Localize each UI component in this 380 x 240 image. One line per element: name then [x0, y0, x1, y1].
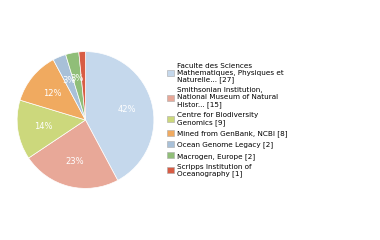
- Wedge shape: [17, 100, 85, 158]
- Legend: Faculte des Sciences
Mathematiques, Physiques et
Naturelle... [27], Smithsonian : Faculte des Sciences Mathematiques, Phys…: [167, 63, 287, 177]
- Text: 12%: 12%: [43, 89, 62, 98]
- Text: 14%: 14%: [34, 122, 53, 131]
- Text: 42%: 42%: [117, 105, 136, 114]
- Wedge shape: [79, 52, 86, 120]
- Wedge shape: [53, 54, 86, 120]
- Wedge shape: [20, 60, 86, 120]
- Text: 23%: 23%: [66, 157, 84, 166]
- Text: 3%: 3%: [63, 76, 76, 85]
- Wedge shape: [66, 52, 86, 120]
- Wedge shape: [28, 120, 118, 188]
- Wedge shape: [86, 52, 154, 180]
- Text: 3%: 3%: [71, 74, 84, 83]
